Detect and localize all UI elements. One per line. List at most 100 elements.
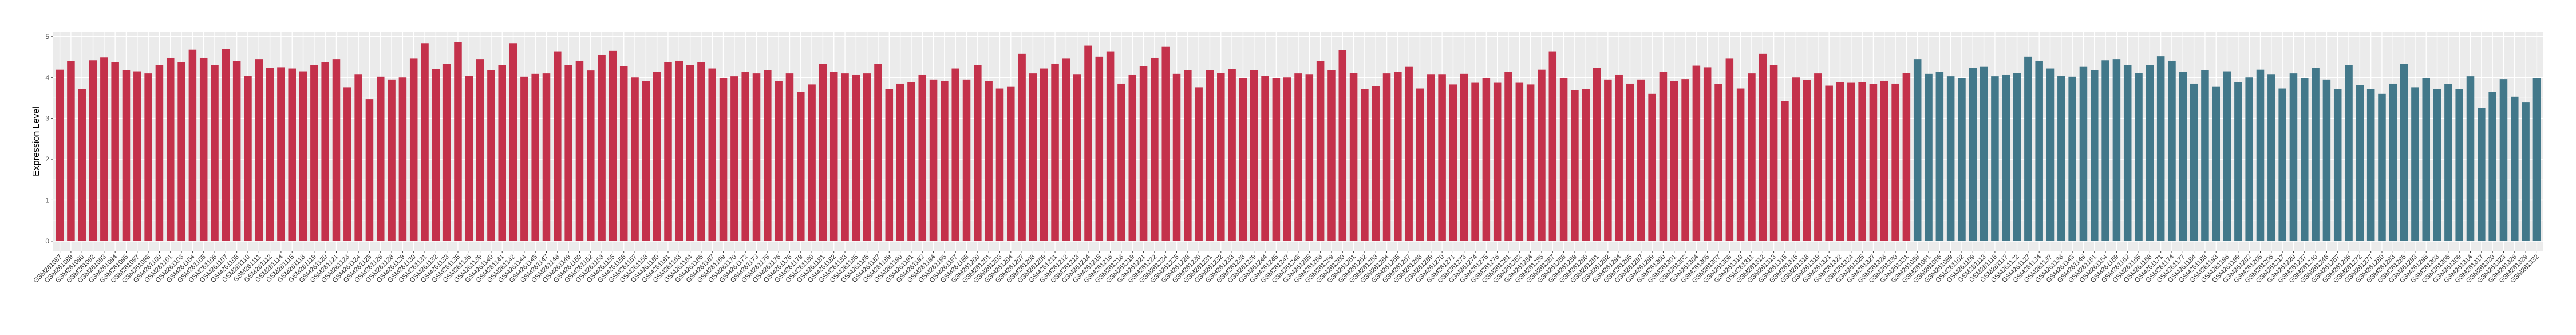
bar	[1239, 77, 1247, 241]
bar	[465, 76, 473, 241]
bar	[1880, 80, 1888, 241]
bar	[841, 73, 849, 241]
bar	[2002, 74, 2010, 241]
bar	[1272, 78, 1281, 241]
bar	[2123, 65, 2132, 241]
bar	[498, 65, 506, 241]
bar	[1559, 77, 1568, 241]
bar	[664, 62, 672, 241]
bar	[1902, 73, 1911, 241]
bar	[1117, 83, 1125, 241]
bar	[874, 64, 882, 241]
bar	[1073, 74, 1081, 241]
bar	[819, 64, 827, 241]
bar	[941, 80, 949, 241]
bar	[1703, 67, 1712, 241]
bar	[133, 71, 141, 241]
bar	[885, 89, 894, 241]
bar	[299, 71, 307, 241]
bar	[2433, 89, 2441, 241]
bar	[719, 77, 728, 241]
bar	[1925, 73, 1933, 241]
bar	[454, 42, 462, 241]
bar	[1637, 79, 1645, 241]
bar	[1161, 46, 1170, 241]
bar	[631, 77, 639, 241]
bar	[421, 43, 429, 241]
bar	[1891, 83, 1899, 241]
bar	[1681, 79, 1689, 241]
bar	[343, 87, 351, 241]
bar	[1106, 51, 1115, 241]
bar	[619, 66, 628, 241]
bar	[1648, 93, 1656, 241]
bar	[1958, 78, 1966, 241]
bar	[1471, 82, 1479, 241]
bar	[398, 77, 407, 241]
bar	[2345, 65, 2353, 241]
bar	[1769, 65, 1778, 241]
bar	[1725, 58, 1734, 241]
bar	[310, 65, 318, 241]
bar	[1305, 74, 1314, 241]
bar	[67, 61, 75, 241]
bar	[985, 81, 993, 241]
bar	[2488, 92, 2496, 241]
bar	[2212, 86, 2221, 241]
bar	[1935, 72, 1944, 241]
bar	[188, 49, 197, 241]
bar	[775, 81, 783, 241]
bar	[1007, 86, 1015, 241]
bar	[951, 68, 959, 241]
bar	[2312, 68, 2320, 241]
bar	[918, 74, 927, 241]
bar	[1946, 76, 1955, 241]
bar	[288, 68, 296, 241]
y-axis: 0 1 2 3 4 5	[45, 33, 53, 245]
bar	[1261, 76, 1269, 241]
bar	[1980, 66, 1988, 241]
y-axis-title: Expression Level	[31, 107, 41, 176]
bar	[2179, 72, 2187, 241]
bar	[1283, 77, 1291, 241]
bar	[222, 49, 230, 241]
bar	[520, 76, 528, 241]
bar	[2046, 68, 2055, 241]
bar	[1172, 73, 1181, 241]
bar	[2156, 56, 2165, 241]
bar	[1803, 80, 1811, 241]
bar	[255, 59, 263, 241]
bar	[2444, 84, 2452, 241]
bar	[653, 72, 661, 241]
bar	[2466, 76, 2475, 241]
bar	[354, 74, 362, 241]
bar	[1095, 56, 1104, 241]
bar	[1515, 82, 1524, 241]
bar	[1294, 73, 1302, 241]
bar	[1792, 77, 1800, 241]
bar	[1991, 76, 1999, 241]
y-tick-label: 4	[45, 73, 49, 81]
bar	[1836, 82, 1844, 241]
bar	[1748, 73, 1756, 241]
bar	[2091, 70, 2099, 241]
bars	[56, 42, 2541, 241]
bar	[1316, 61, 1325, 241]
bar	[752, 73, 761, 241]
bar	[1195, 87, 1203, 241]
bar	[686, 65, 694, 241]
bar	[1405, 66, 1413, 241]
bar	[2223, 71, 2231, 241]
bar	[2190, 83, 2198, 241]
bar	[211, 65, 219, 241]
bar	[1427, 74, 1435, 241]
bar	[1781, 101, 1789, 241]
bar	[376, 76, 385, 241]
bar	[797, 92, 805, 241]
bar	[907, 82, 915, 241]
bar	[2532, 78, 2541, 241]
bar	[609, 50, 617, 241]
bar	[1327, 70, 1336, 241]
bar	[365, 99, 374, 241]
bar	[2333, 89, 2342, 241]
